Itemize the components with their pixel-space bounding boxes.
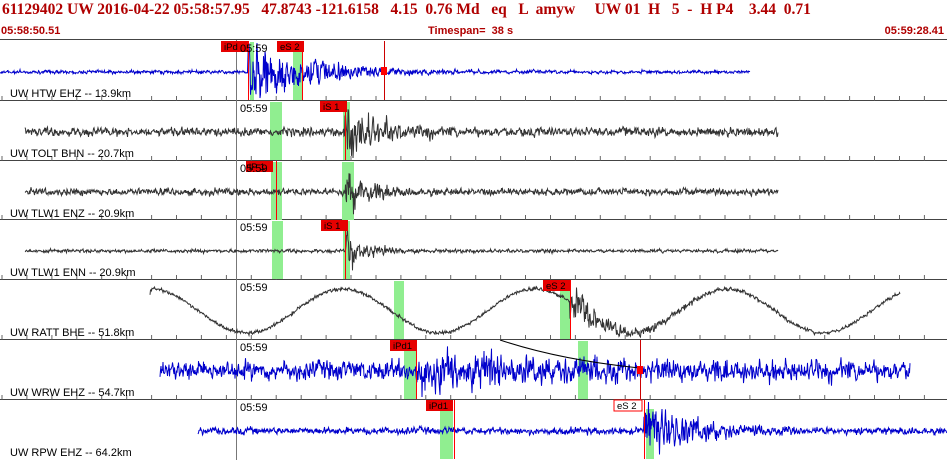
waveform-trace[interactable] (0, 41, 751, 99)
pick-label-box[interactable] (277, 41, 304, 52)
waveform-trace[interactable] (24, 109, 779, 159)
pick-label[interactable]: iS 1 (324, 221, 340, 232)
station-label[interactable]: UW RATT BHE -- 51.8km (10, 327, 134, 339)
window-end-time: 05:59:28.41 (884, 25, 944, 37)
travel-time-curve (499, 339, 641, 369)
waveform-trace[interactable] (24, 229, 779, 271)
origin-marker (637, 366, 643, 374)
station-label[interactable]: UW TOLT BHN -- 20.7km (10, 148, 134, 160)
pick-label[interactable]: iS 1 (323, 102, 339, 113)
pick-label[interactable]: iPd (224, 42, 238, 53)
pick-label[interactable]: iPd1 (393, 341, 412, 352)
pick-label[interactable]: iPd1 (429, 401, 448, 412)
pick-label-box[interactable] (390, 340, 417, 351)
pick-label-box[interactable] (320, 101, 347, 112)
pick-label-box[interactable] (221, 41, 248, 52)
phase-window (394, 281, 404, 339)
pick-label-box[interactable] (426, 400, 453, 411)
pick-window (293, 42, 303, 100)
station-label[interactable]: UW TLW1 ENZ -- 20.9km (10, 208, 134, 220)
waveform-trace[interactable] (159, 346, 911, 398)
pick-window (250, 42, 254, 100)
pick-window (343, 221, 350, 279)
minute-label: 05:59 (240, 342, 268, 354)
timespan-label: Timespan= 38 s (428, 25, 514, 37)
station-label[interactable]: UW WRW EHZ -- 54.7km (10, 387, 134, 399)
pick-label[interactable]: eS 2 (280, 42, 300, 53)
pick-label-box[interactable] (613, 399, 643, 412)
minute-label: 05:59 (240, 402, 268, 414)
event-header: 61129402 UW 2016-04-22 05:58:57.95 47.87… (0, 0, 947, 40)
minute-label: 05:59 (240, 282, 268, 294)
minute-label: 05:59 (240, 43, 268, 55)
waveform-trace[interactable] (149, 285, 901, 339)
station-label[interactable]: UW HTW EHZ -- 13.9km (10, 88, 131, 100)
station-label[interactable]: UW RPW EHZ -- 64.2km (10, 447, 132, 459)
window-start-time: 05:58:50.51 (1, 25, 61, 37)
pick-label[interactable]: eS 2 (546, 281, 566, 292)
minute-label: 05:59 (240, 222, 268, 234)
minute-label: 05:59 (240, 163, 268, 175)
pick-label-box[interactable] (246, 161, 273, 172)
pick-label[interactable]: eS 2 (617, 401, 637, 412)
minute-label: 05:59 (240, 103, 268, 115)
pick-label-box[interactable] (321, 220, 348, 231)
pick-label[interactable]: iP 1 (249, 162, 265, 173)
waveform-trace[interactable] (24, 173, 779, 215)
pick-label-box[interactable] (543, 280, 570, 291)
event-summary-title: 61129402 UW 2016-04-22 05:58:57.95 47.87… (2, 1, 811, 18)
origin-marker (381, 67, 387, 75)
pick-window (560, 281, 570, 339)
waveform-trace[interactable] (197, 401, 947, 455)
station-label[interactable]: UW TLW1 ENN -- 20.9km (10, 267, 136, 279)
